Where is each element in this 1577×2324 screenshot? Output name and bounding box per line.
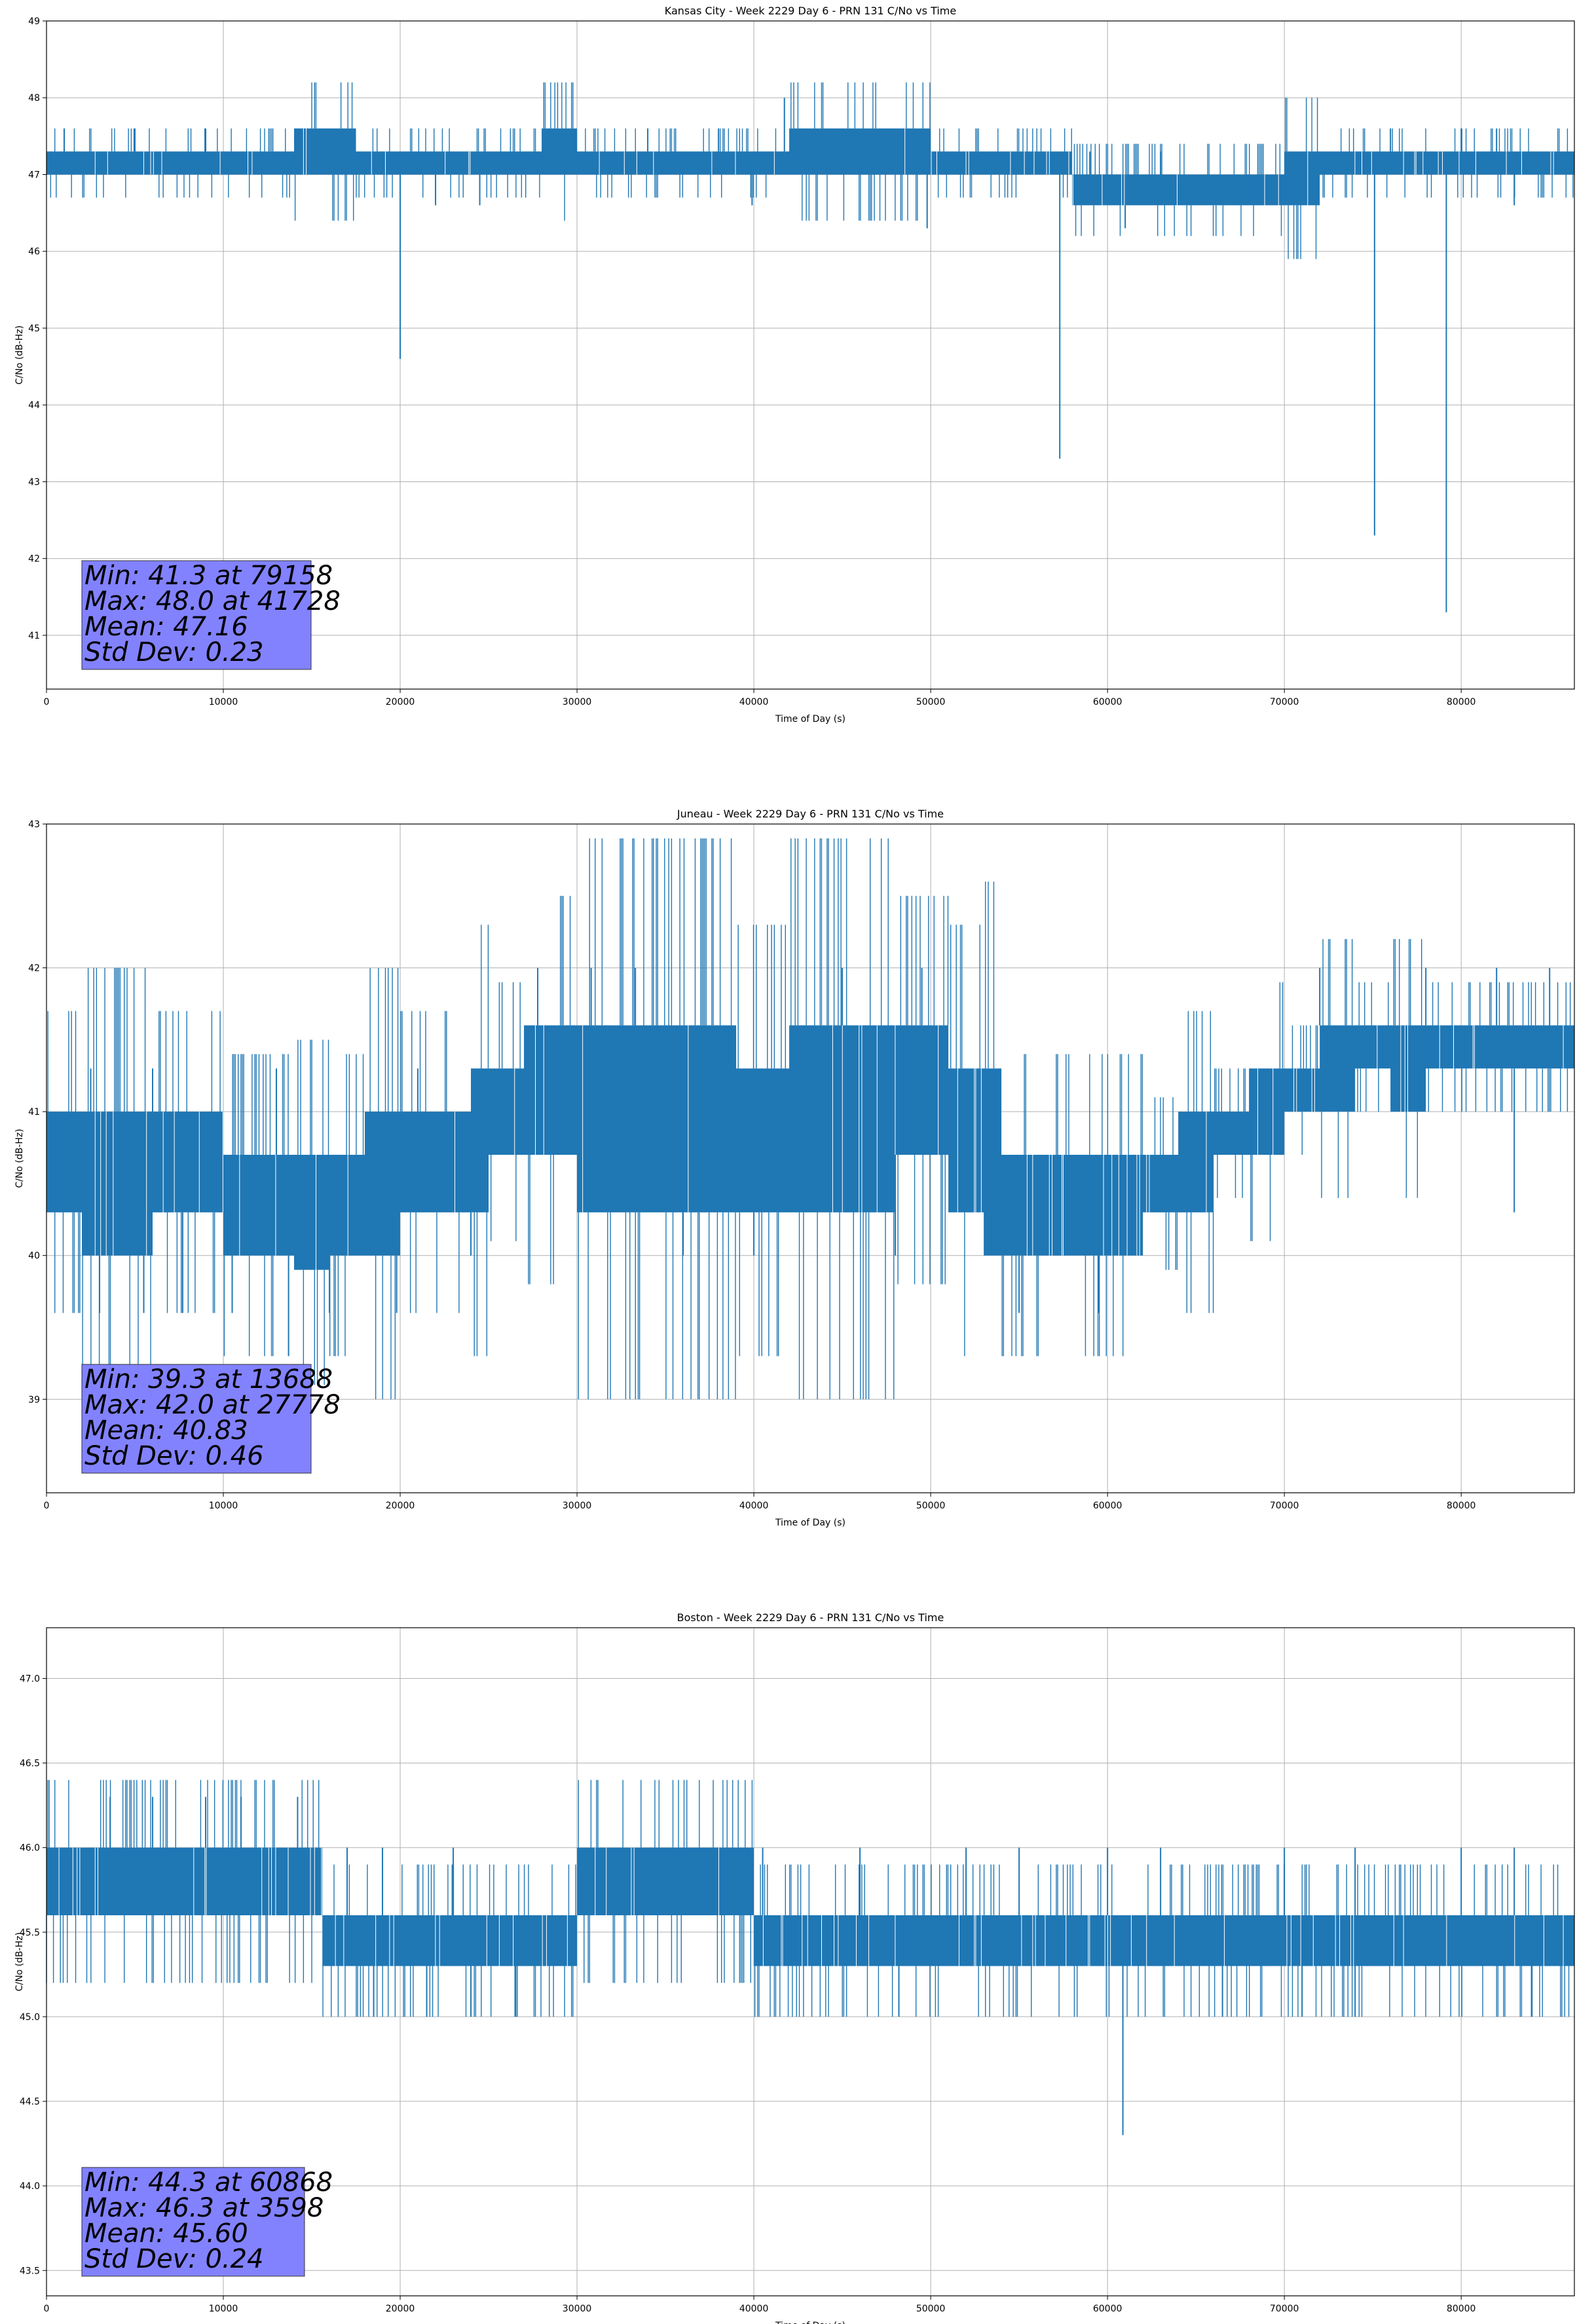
chart-1-xtick-label: 0 bbox=[44, 1501, 50, 1511]
chart-0-group: 0 10000 20000 30000 40000 50000 60000 70000 8000… bbox=[14, 5, 1575, 724]
chart-2-xtick-label: 0 bbox=[44, 2304, 50, 2314]
chart-0-ytick-label: 43 bbox=[28, 477, 40, 487]
chart-1-xtick-label: 30000 bbox=[563, 1501, 592, 1511]
chart-1-stats-line: Max: 42.0 at 27778 bbox=[84, 1390, 341, 1420]
chart-0-stats-box bbox=[81, 560, 312, 670]
chart-0-ytick-label: 48 bbox=[28, 93, 40, 103]
chart-2-xtick-label: 50000 bbox=[916, 2304, 946, 2314]
chart-2-ytick-label: 47.0 bbox=[20, 1674, 40, 1684]
chart-0-xlabel: Time of Day (s) bbox=[775, 714, 845, 724]
chart-0-stats-line: Mean: 47.16 bbox=[84, 612, 248, 642]
chart-2-group: 0 10000 20000 30000 40000 50000 60000 70000 8000… bbox=[14, 1611, 1575, 2324]
chart-1-group: 0 10000 20000 30000 40000 50000 60000 70000 8000… bbox=[14, 808, 1575, 1528]
chart-1-stats-line: Std Dev: 0.46 bbox=[84, 1441, 264, 1471]
chart-0-ytick-label: 45 bbox=[28, 324, 40, 334]
chart-2-ytick-label: 46.0 bbox=[20, 1843, 40, 1854]
chart-2-xtick-label: 70000 bbox=[1270, 2304, 1299, 2314]
chart-2-stats-line: Std Dev: 0.24 bbox=[84, 2244, 264, 2274]
chart-1-ytick-label: 41 bbox=[28, 1107, 40, 1117]
chart-0-stats-line: Min: 41.3 at 79158 bbox=[84, 561, 333, 591]
chart-2-xtick-label: 10000 bbox=[209, 2304, 238, 2314]
chart-0-ylabel: C/No (dB-Hz) bbox=[14, 326, 25, 384]
chart-0-xtick-label: 80000 bbox=[1447, 697, 1476, 707]
chart-0-ytick-label: 46 bbox=[28, 247, 40, 257]
chart-1-stats-line: Mean: 40.83 bbox=[84, 1415, 248, 1446]
chart-0-xtick-label: 30000 bbox=[563, 697, 592, 707]
chart-0-title: Kansas City - Week 2229 Day 6 - PRN 131 … bbox=[665, 5, 956, 17]
chart-1-xtick-label: 20000 bbox=[386, 1501, 415, 1511]
chart-1-xtick-label: 40000 bbox=[739, 1501, 769, 1511]
chart-0-xtick-label: 20000 bbox=[386, 697, 415, 707]
chart-2-ytick-label: 43.5 bbox=[20, 2266, 40, 2276]
chart-2-ytick-label: 45.0 bbox=[20, 2012, 40, 2023]
chart-2-stats-line: Min: 44.3 at 60868 bbox=[84, 2167, 333, 2198]
chart-2-ytick-label: 44.5 bbox=[20, 2097, 40, 2107]
chart-1-stats-line: Min: 39.3 at 13688 bbox=[84, 1364, 333, 1395]
chart-1-xtick-label: 70000 bbox=[1270, 1501, 1299, 1511]
chart-2-ylabel: C/No (dB-Hz) bbox=[14, 1932, 25, 1991]
chart-0-stats-line: Max: 48.0 at 41728 bbox=[84, 586, 341, 616]
chart-1-series-band bbox=[46, 1025, 1574, 1270]
chart-2-xlabel: Time of Day (s) bbox=[775, 2321, 845, 2324]
chart-2-ytick-label: 46.5 bbox=[20, 1759, 40, 1769]
chart-2-stats-line: Mean: 45.60 bbox=[84, 2219, 248, 2249]
chart-1-ylabel: C/No (dB-Hz) bbox=[14, 1129, 25, 1188]
chart-1-ytick-label: 43 bbox=[28, 819, 40, 830]
chart-2-xtick-label: 40000 bbox=[739, 2304, 769, 2314]
chart-0-xtick-label: 0 bbox=[44, 697, 50, 707]
chart-0-xtick-label: 70000 bbox=[1270, 697, 1299, 707]
chart-0-ytick-label: 49 bbox=[28, 16, 40, 27]
chart-1-title: Juneau - Week 2229 Day 6 - PRN 131 C/No … bbox=[677, 808, 944, 820]
chart-0-ytick-label: 47 bbox=[28, 170, 40, 180]
chart-1-xtick-label: 60000 bbox=[1093, 1501, 1122, 1511]
chart-2-series-band bbox=[46, 1847, 1574, 1966]
chart-2-ytick-label: 44.0 bbox=[20, 2181, 40, 2192]
chart-0-axes-frame bbox=[46, 20, 1575, 690]
chart-0-xtick-label: 10000 bbox=[209, 697, 238, 707]
chart-1-stats-box bbox=[81, 1364, 312, 1474]
chart-2-stats-line: Max: 46.3 at 3598 bbox=[84, 2193, 324, 2223]
chart-0-xtick-label: 50000 bbox=[916, 697, 946, 707]
chart-2-xtick-label: 60000 bbox=[1093, 2304, 1122, 2314]
chart-2-xtick-label: 20000 bbox=[386, 2304, 415, 2314]
chart-0-ytick-label: 41 bbox=[28, 631, 40, 641]
chart-0-ytick-label: 44 bbox=[28, 400, 40, 411]
chart-2-ytick-label: 45.5 bbox=[20, 1928, 40, 1938]
chart-1-ytick-label: 40 bbox=[28, 1251, 40, 1262]
chart-1-xtick-label: 10000 bbox=[209, 1501, 238, 1511]
chart-1-axes-frame bbox=[46, 823, 1575, 1493]
chart-1-ytick-label: 39 bbox=[28, 1395, 40, 1405]
chart-2-axes-frame bbox=[46, 1627, 1575, 2296]
chart-0-stats-line: Std Dev: 0.23 bbox=[84, 637, 264, 667]
chart-2-title: Boston - Week 2229 Day 6 - PRN 131 C/No … bbox=[677, 1611, 944, 1624]
chart-0-ytick-label: 42 bbox=[28, 554, 40, 565]
chart-2-xtick-label: 30000 bbox=[563, 2304, 592, 2314]
chart-1-xlabel: Time of Day (s) bbox=[775, 1518, 845, 1528]
chart-1-ytick-label: 42 bbox=[28, 964, 40, 974]
chart-0-xtick-label: 60000 bbox=[1093, 697, 1122, 707]
chart-1-xtick-label: 80000 bbox=[1447, 1501, 1476, 1511]
chart-1-xtick-label: 50000 bbox=[916, 1501, 946, 1511]
chart-2-xtick-label: 80000 bbox=[1447, 2304, 1476, 2314]
chart-0-xtick-label: 40000 bbox=[739, 697, 769, 707]
chart-2-stats-box bbox=[81, 2167, 305, 2277]
chart-0-series-band bbox=[46, 128, 1574, 206]
